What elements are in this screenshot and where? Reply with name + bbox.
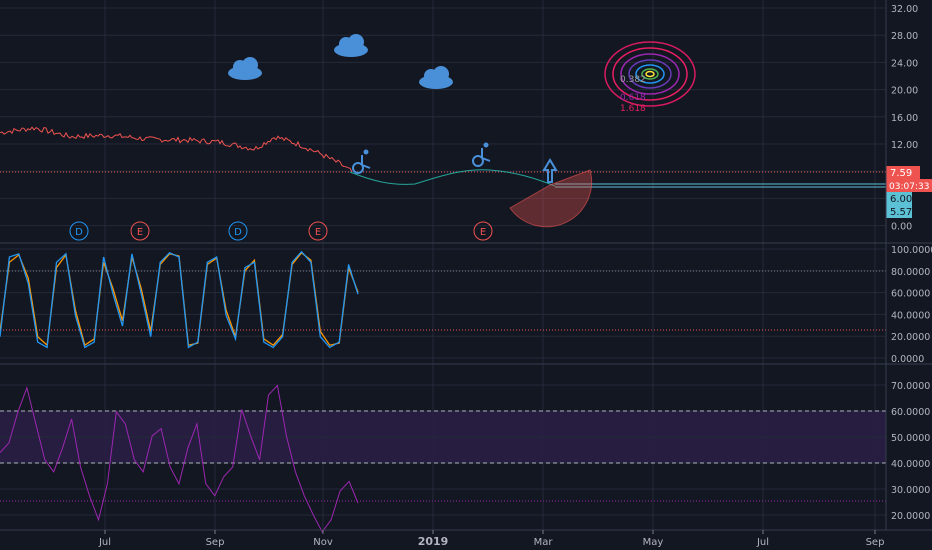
last-price-label: 7.59	[886, 166, 920, 179]
svg-text:6.00: 6.00	[890, 194, 912, 205]
event-marker-earnings[interactable]: E	[308, 221, 328, 241]
stoch-k-line	[0, 250, 359, 349]
rsi-tick-label: 50.0000	[891, 433, 930, 444]
svg-text:5.57: 5.57	[890, 207, 912, 218]
up-arrow-icon	[542, 158, 558, 183]
time-axis-label: 2019	[418, 535, 449, 548]
svg-text:D: D	[75, 227, 83, 238]
event-marker-dividend[interactable]: D	[69, 221, 89, 241]
fib-circle-label: 1.618	[620, 104, 646, 114]
time-axis-label: Jul	[98, 537, 111, 548]
countdown-label: 03:07:33	[886, 179, 932, 192]
price-tick-label: 20.00	[891, 86, 918, 97]
cyan-price-label: 6.00	[886, 192, 912, 205]
event-marker-earnings[interactable]: E	[130, 221, 150, 241]
rsi-axis: 70.0000 60.0000 50.0000 40.0000 30.0000 20.00…	[891, 381, 930, 522]
price-series	[0, 126, 353, 172]
rsi-tick-label: 40.0000	[891, 459, 930, 470]
svg-text:E: E	[315, 227, 321, 238]
time-axis-label: Mar	[534, 537, 554, 548]
cloud-icon	[228, 57, 262, 80]
time-axis-label: Sep	[206, 537, 225, 548]
event-marker-earnings[interactable]: E	[473, 221, 493, 241]
stoch-tick-label: 20.0000	[891, 332, 930, 343]
price-tick-label: 24.00	[891, 58, 918, 69]
wheelchair-icon	[352, 149, 371, 174]
svg-text:D: D	[234, 227, 242, 238]
price-tick-label: 28.00	[891, 31, 918, 42]
time-axis-label: Jul	[756, 537, 769, 548]
price-tick-label: 32.00	[891, 4, 918, 15]
time-axis[interactable]: Jul Sep Nov 2019 Mar May Jul Sep	[98, 530, 884, 548]
stoch-tick-label: 60.0000	[891, 289, 930, 300]
fib-circles: 0.382 0.618 1.618	[604, 41, 696, 114]
svg-text:03:07:33: 03:07:33	[889, 182, 929, 192]
stoch-axis: 100.0000 80.0000 60.0000 40.0000 20.0000 0.00…	[891, 245, 932, 365]
stoch-tick-label: 0.0000	[891, 354, 924, 365]
time-axis-label: Nov	[313, 537, 333, 548]
fib-circle-label: 0.382	[620, 75, 646, 85]
price-panel: 32.0028.0024.0020.0016.0012.008.004.000.…	[0, 4, 932, 241]
time-axis-label: Sep	[866, 537, 885, 548]
rsi-tick-label: 70.0000	[891, 381, 930, 392]
stochastic-panel: 100.0000 80.0000 60.0000 40.0000 20.0000 0.00…	[0, 245, 932, 365]
wheelchair-icon	[472, 142, 491, 167]
stoch-tick-label: 40.0000	[891, 310, 930, 321]
svg-text:E: E	[137, 227, 143, 238]
cloud-icon	[334, 34, 368, 57]
stoch-tick-label: 80.0000	[891, 267, 930, 278]
stoch-gridlines	[0, 248, 886, 359]
cyan-price-label: 5.57	[886, 205, 912, 218]
projection-curve	[349, 169, 556, 187]
rsi-tick-label: 30.0000	[891, 485, 930, 496]
event-marker-dividend[interactable]: D	[228, 221, 248, 241]
price-gridlines	[0, 7, 886, 227]
price-tick-label: 12.00	[891, 140, 918, 151]
fib-circle-label: 0.618	[620, 93, 646, 103]
fib-arc-wedge	[509, 169, 593, 228]
time-axis-label: May	[643, 537, 664, 548]
rsi-line	[0, 384, 359, 533]
svg-text:7.59: 7.59	[890, 168, 912, 179]
price-tick-label: 0.00	[891, 222, 912, 233]
rsi-tick-label: 20.0000	[891, 511, 930, 522]
cloud-icon	[419, 66, 453, 89]
price-tick-label: 16.00	[891, 113, 918, 124]
stoch-tick-label: 100.0000	[891, 245, 932, 256]
rsi-panel: 70.0000 60.0000 50.0000 40.0000 30.0000 20.00…	[0, 381, 930, 533]
rsi-tick-label: 60.0000	[891, 407, 930, 418]
svg-text:E: E	[480, 227, 486, 238]
stoch-d-line	[0, 251, 359, 347]
